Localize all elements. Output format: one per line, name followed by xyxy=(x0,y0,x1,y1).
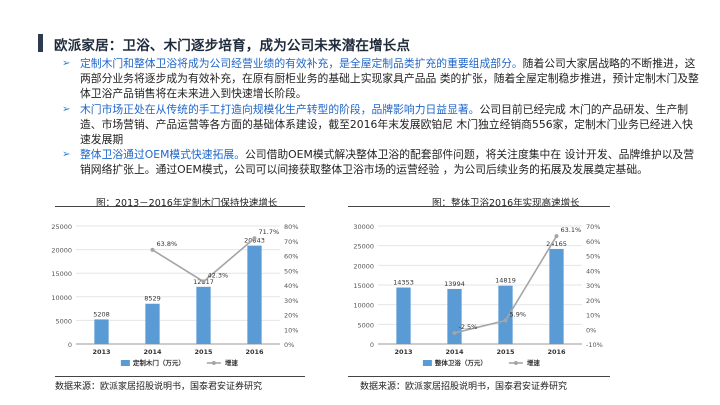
y2-tick-label: 70% xyxy=(284,238,298,246)
y-tick-label: 25000 xyxy=(353,243,374,251)
bullet-item: ➢ 整体卫浴通过OEM模式快速拓展。公司借助OEM模式解决整体卫浴的配套部件问题… xyxy=(62,147,702,177)
y2-tick-label: 20% xyxy=(284,312,298,320)
y-tick-label: 20000 xyxy=(353,262,374,270)
chart-custom-doors: 0 5000 10000 15000 20000 25000 0% 10% 20% 30% 40% 5… xyxy=(51,223,298,367)
arrow-bullet-icon: ➢ xyxy=(62,58,71,69)
bar-data-label: 8529 xyxy=(144,295,161,303)
bar xyxy=(247,245,262,344)
y2-tick-label: 30% xyxy=(586,282,600,290)
y2-tick-label: 40% xyxy=(586,267,600,275)
growth-data-label: 63.1% xyxy=(561,226,582,234)
bar xyxy=(94,319,109,344)
growth-point xyxy=(503,318,508,323)
y2-tick-label: 10% xyxy=(586,312,600,320)
chart-title-rule xyxy=(348,206,610,207)
growth-data-label: 5.9% xyxy=(510,311,527,319)
x-tick-label: 2015 xyxy=(496,348,515,356)
y2-tick-label: 0% xyxy=(586,326,596,334)
bar xyxy=(498,285,513,344)
growth-point xyxy=(201,279,206,284)
y2-tick-label: 40% xyxy=(284,282,298,290)
y2-tick-label: 70% xyxy=(586,223,600,231)
y-tick-label: 10000 xyxy=(353,302,374,310)
y2-tick-label: 60% xyxy=(284,253,298,261)
y-tick-label: 5000 xyxy=(55,317,72,325)
y2-tick-label: 50% xyxy=(586,253,600,261)
bar-data-label: 24165 xyxy=(546,240,567,248)
growth-data-label: -2.5% xyxy=(459,323,478,331)
growth-point xyxy=(150,247,155,252)
legend-bar-swatch xyxy=(422,360,432,366)
y-tick-label: 5000 xyxy=(357,321,374,329)
chart-source-rule xyxy=(348,376,610,377)
x-tick-label: 2016 xyxy=(245,348,264,356)
legend-bar-label: 定制木门（万元） xyxy=(132,358,185,367)
bar-data-label: 20843 xyxy=(244,237,265,245)
y2-tick-label: 10% xyxy=(284,326,298,334)
bullet-text: 公司借助OEM模式解决整体卫浴的配套部件问题，将关注度集中在 设计开发、品牌维护… xyxy=(80,148,695,177)
legend-bar-label: 整体卫浴（万元） xyxy=(435,358,487,367)
legend-line-marker xyxy=(513,361,518,365)
bullet-list: ➢ 定制木门和整体卫浴将成为公司经营业绩的有效补充，是全屋定制品类扩充的重要组成… xyxy=(62,56,702,178)
y2-tick-label: 20% xyxy=(586,297,600,305)
chart-source: 数据来源：欧派家居招股说明书，国泰君安证券研究 xyxy=(360,382,568,392)
y-tick-label: 20000 xyxy=(51,247,72,255)
x-tick-label: 2013 xyxy=(394,348,412,356)
growth-point xyxy=(252,236,257,241)
y-tick-label: 15000 xyxy=(51,270,72,278)
y2-tick-label: 30% xyxy=(284,297,298,305)
bar-data-label: 13994 xyxy=(444,280,465,288)
bullet-highlight: 木门市场正处在从传统的手工打造向规模化生产转型的阶段，品牌影响力日益显著。 xyxy=(80,102,480,116)
chart-source-rule xyxy=(55,376,305,377)
bar-data-label: 5208 xyxy=(93,310,110,318)
chart-title: 图：2013－2016年定制木门保持快速增长 xyxy=(96,198,278,209)
y2-tick-label: 80% xyxy=(284,223,298,231)
x-tick-label: 2014 xyxy=(143,348,162,356)
y-tick-label: 15000 xyxy=(353,282,374,290)
arrow-bullet-icon: ➢ xyxy=(62,149,71,161)
y-tick-label: 0 xyxy=(68,341,72,349)
y-tick-label: 0 xyxy=(370,341,374,349)
growth-data-label: 71.7% xyxy=(259,228,280,236)
y2-tick-label: 50% xyxy=(284,267,298,275)
growth-point xyxy=(452,330,457,335)
bar xyxy=(196,286,211,344)
bar-data-label: 14353 xyxy=(393,279,414,287)
chart-integrated-bathroom: 0 5000 10000 15000 20000 25000 30000 -10% 0% 10% 2… xyxy=(353,223,603,367)
title-accent-bar xyxy=(38,34,43,52)
growth-point xyxy=(554,234,559,239)
x-tick-label: 2015 xyxy=(194,348,213,356)
growth-data-label: 42.3% xyxy=(208,272,229,280)
arrow-bullet-icon: ➢ xyxy=(62,103,71,115)
x-tick-label: 2016 xyxy=(547,348,566,356)
bar-data-label: 14819 xyxy=(495,277,516,285)
bullet-text: 公司目前已经完成 木门的产品研发、生产制造、市场营销、产品运营等各方面的基础体系… xyxy=(80,102,693,147)
chart-source: 数据来源：欧派家居招股说明书，国泰君安证券研究 xyxy=(55,382,263,392)
y-tick-label: 25000 xyxy=(51,223,72,231)
chart-title: 图：整体卫浴2016年实现高速增长 xyxy=(432,198,580,209)
bar xyxy=(447,288,462,344)
y-tick-label: 10000 xyxy=(51,294,72,302)
x-tick-label: 2013 xyxy=(92,348,110,356)
y2-tick-label: -10% xyxy=(586,341,603,349)
bar xyxy=(396,287,411,344)
legend-line-label: 增速 xyxy=(225,358,239,367)
y-tick-label: 30000 xyxy=(353,223,374,231)
growth-data-label: 63.8% xyxy=(157,240,178,248)
chart-title-rule xyxy=(55,206,305,207)
y2-tick-label: 0% xyxy=(284,341,294,349)
legend-line-marker xyxy=(211,361,216,365)
bullet-item: ➢ 木门市场正处在从传统的手工打造向规模化生产转型的阶段，品牌影响力日益显著。公… xyxy=(62,102,702,148)
bullet-item: ➢ 定制木门和整体卫浴将成为公司经营业绩的有效补充，是全屋定制品类扩充的重要组成… xyxy=(62,56,702,102)
x-tick-label: 2014 xyxy=(445,348,464,356)
y2-tick-label: 60% xyxy=(586,238,600,246)
bar xyxy=(549,248,564,344)
bar xyxy=(145,303,160,344)
legend-bar-swatch xyxy=(120,360,130,366)
bullet-highlight: 定制木门和整体卫浴将成为公司经营业绩的有效补充，是全屋定制品类扩充的重要组成部分… xyxy=(80,57,523,70)
page-title: 欧派家居：卫浴、木门逐步培育，成为公司未来潜在增长点 xyxy=(54,38,411,54)
legend-line-label: 增速 xyxy=(527,358,541,367)
bullet-highlight: 整体卫浴通过OEM模式快速拓展。 xyxy=(80,148,245,162)
bullet-text: 随着公司大家居战略的不断推进，这两部分业务将逐步成为有效补充，在原有厨柜业务的基… xyxy=(80,57,699,101)
